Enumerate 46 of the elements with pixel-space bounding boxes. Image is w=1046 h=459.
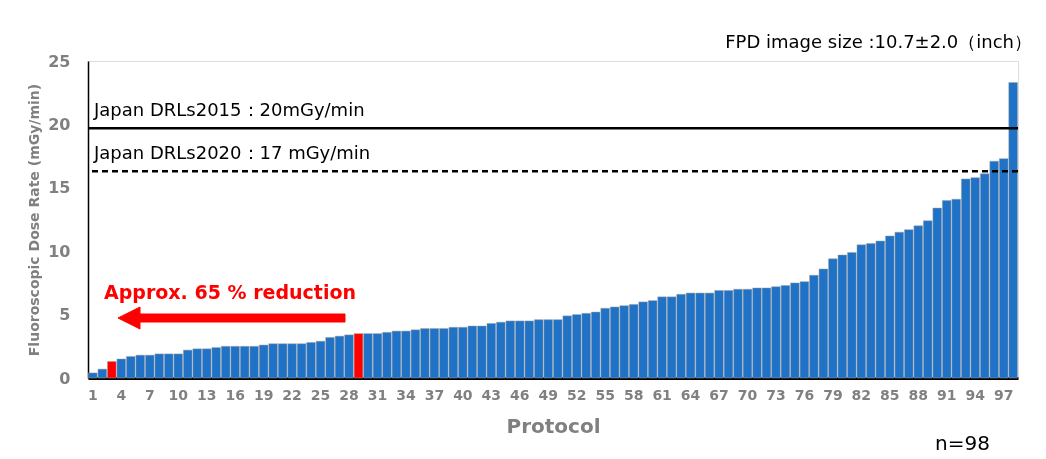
text: n=98 xyxy=(935,431,990,455)
annotation: Approx. 65 % reduction xyxy=(104,281,356,303)
x-tick-label: 19 xyxy=(253,386,274,403)
x-tick-label: 55 xyxy=(595,386,615,403)
x-tick-label: 82 xyxy=(851,386,872,403)
x-tick-label: 76 xyxy=(794,386,815,403)
x-tick-label: 16 xyxy=(225,386,245,403)
x-axis-title: Protocol xyxy=(506,413,601,438)
x-tick-label: 10 xyxy=(168,386,189,403)
y-tick-label: 10 xyxy=(48,241,71,261)
x-tick-label: 67 xyxy=(709,386,729,403)
x-tick-label: 37 xyxy=(424,386,445,403)
ref-line-label: Japan DRLs2015：20mGy/min xyxy=(93,99,365,121)
x-tick-label: 91 xyxy=(937,386,957,403)
x-tick-label: 73 xyxy=(766,386,786,403)
x-tick-label: 25 xyxy=(310,386,331,403)
y-tick-label: 0 xyxy=(59,368,71,388)
y-tick-label: 15 xyxy=(48,178,71,198)
x-tick-label: 40 xyxy=(453,386,473,403)
x-tick-label: 64 xyxy=(680,386,701,403)
x-tick-label: 13 xyxy=(196,386,217,403)
x-tick-label: 28 xyxy=(339,386,359,403)
text: FPD image size :10.7±2.0（inch） xyxy=(725,31,1032,52)
x-tick-label: 58 xyxy=(623,386,644,403)
x-tick-label: 46 xyxy=(510,386,530,403)
x-tick-label: 61 xyxy=(652,386,672,403)
y-tick-label: 20 xyxy=(48,114,71,134)
y-tick-label: 25 xyxy=(48,51,71,71)
x-tick-label: 94 xyxy=(965,386,986,403)
x-tick-label: 52 xyxy=(566,386,587,403)
x-tick-label: 70 xyxy=(737,386,758,403)
x-tick-label: 31 xyxy=(367,386,388,403)
x-tick-label: 97 xyxy=(993,386,1014,403)
x-tick-label: 88 xyxy=(908,386,929,403)
x-tick-label: 43 xyxy=(481,386,502,403)
x-tick-label: 79 xyxy=(823,386,843,403)
x-tick-label: 34 xyxy=(396,386,416,403)
x-tick-label: 85 xyxy=(880,386,900,403)
x-tick-label: 7 xyxy=(144,386,155,403)
y-tick-label: 5 xyxy=(59,305,71,325)
x-tick-label: 1 xyxy=(87,386,98,403)
x-tick-label: 49 xyxy=(538,386,558,403)
x-tick-label: 22 xyxy=(282,386,302,403)
x-tick-label: 4 xyxy=(116,386,127,403)
ref-line-label: Japan DRLs2020：17 mGy/min xyxy=(93,142,371,164)
y-axis-title: Fluoroscopic Dose Rate (mGy/min) xyxy=(26,83,43,357)
